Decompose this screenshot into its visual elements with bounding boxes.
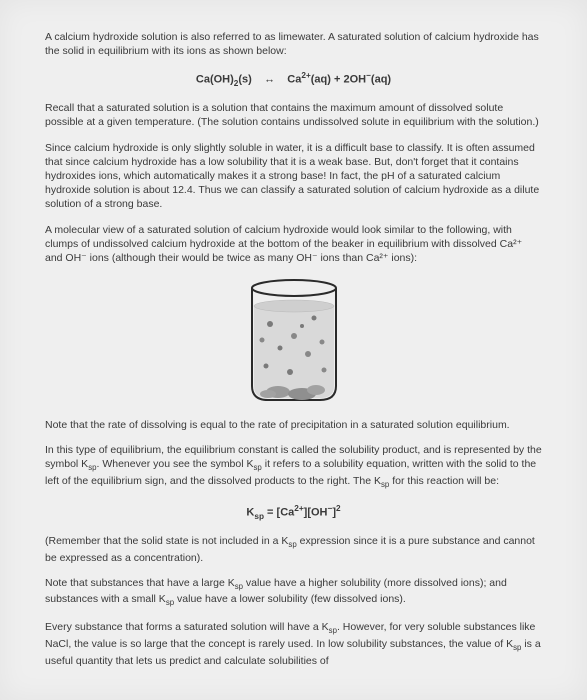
beaker-figure <box>45 276 542 406</box>
eq1-ca-sup: 2+ <box>301 71 310 80</box>
p7a: (Remember that the solid state is not in… <box>45 535 288 547</box>
p8a: Note that substances that have a large K <box>45 577 235 589</box>
eq1-ca: Ca <box>287 74 301 86</box>
p6sp2: sp <box>254 463 262 472</box>
eq2-sq: 2 <box>336 504 341 513</box>
eq1-left: Ca(OH) <box>196 74 234 86</box>
p6d: for this reaction will be: <box>389 475 499 487</box>
beaker-svg <box>234 276 354 406</box>
equation-dissociation: Ca(OH)2(s) ↔ Ca2+(aq) + 2OH−(aq) <box>45 70 542 89</box>
p9a: Every substance that forms a saturated s… <box>45 621 329 633</box>
paragraph-ksp-intro: In this type of equilibrium, the equilib… <box>45 443 542 491</box>
p8sp2: sp <box>166 598 174 607</box>
eq1-aq1: (aq) + 2OH <box>311 74 366 86</box>
p8c: value have a lower solubility (few disso… <box>174 593 406 605</box>
paragraph-molecular-view: A molecular view of a saturated solution… <box>45 223 542 266</box>
p8sp1: sp <box>235 582 243 591</box>
paragraph-large-small-ksp: Note that substances that have a large K… <box>45 576 542 609</box>
p6sp1: sp <box>88 463 96 472</box>
p7sp: sp <box>288 540 296 549</box>
eq2-eq: = [Ca <box>264 506 294 518</box>
eq1-aq2: (aq) <box>371 74 391 86</box>
paragraph-intro: A calcium hydroxide solution is also ref… <box>45 30 542 58</box>
equation-ksp: Ksp = [Ca2+][OH−]2 <box>45 503 542 522</box>
p9sp1: sp <box>329 626 337 635</box>
paragraph-every-substance: Every substance that forms a saturated s… <box>45 620 542 668</box>
paragraph-classification: Since calcium hydroxide is only slightly… <box>45 141 542 212</box>
eq2-sp: sp <box>254 512 264 521</box>
eq2-ca-sup: 2+ <box>294 504 303 513</box>
paragraph-rate-note: Note that the rate of dissolving is equa… <box>45 418 542 432</box>
p6b: . Whenever you see the symbol K <box>97 458 254 470</box>
eq1-state1: (s) <box>238 74 251 86</box>
eq1-arrow: ↔ <box>264 74 275 86</box>
paragraph-remember: (Remember that the solid state is not in… <box>45 534 542 565</box>
document-page: A calcium hydroxide solution is also ref… <box>0 0 587 700</box>
paragraph-saturated-def: Recall that a saturated solution is a so… <box>45 101 542 129</box>
eq2-mid: ][OH <box>304 506 328 518</box>
